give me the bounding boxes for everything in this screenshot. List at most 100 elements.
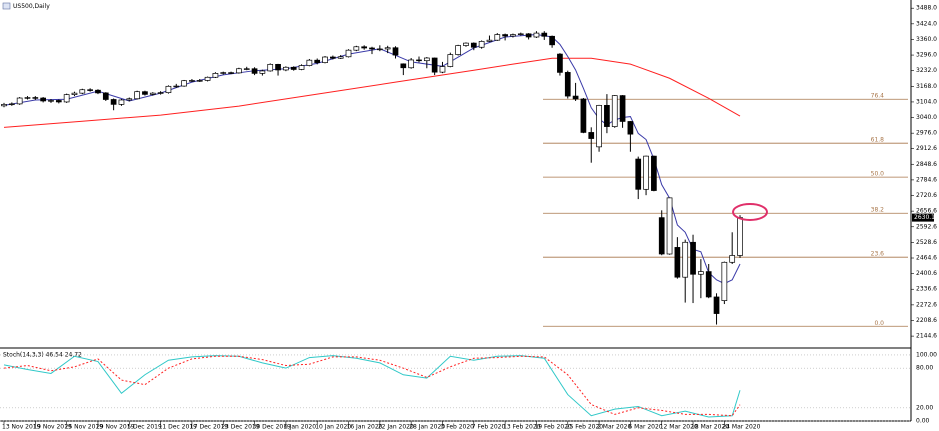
candle-body	[337, 56, 344, 59]
candle-body	[596, 104, 602, 148]
chart-title: US500,Daily	[13, 3, 50, 10]
y-tick-label: 2272.6	[916, 301, 937, 308]
x-tick-label: 13 Nov 2019	[2, 424, 41, 431]
candle-body	[110, 99, 117, 105]
candle-body	[682, 241, 689, 278]
candle-body	[165, 85, 172, 94]
candle-body	[228, 72, 234, 74]
y-tick-label: 2144.6	[916, 333, 937, 340]
candle-body	[212, 73, 219, 78]
candle-body	[196, 80, 203, 82]
stoch-tick-label: 80.00	[916, 365, 933, 372]
candle-body	[267, 63, 274, 72]
candle-body	[353, 46, 360, 51]
x-tick-label: 6 Mar 2020	[628, 424, 662, 431]
candle-body	[486, 39, 493, 42]
candle-body	[8, 103, 15, 106]
x-tick-label: 24 Mar 2020	[722, 424, 760, 431]
candle-body	[635, 158, 642, 190]
last-price-label: 2630.1	[914, 214, 935, 221]
candle-body	[290, 66, 297, 70]
candle-body	[79, 89, 86, 94]
candle-body	[737, 217, 743, 256]
candle-body	[470, 42, 477, 48]
y-tick-label: 3296.0	[916, 52, 937, 59]
candle-body	[416, 59, 422, 62]
candle-body	[306, 59, 313, 66]
candle-body	[447, 54, 454, 67]
candle-body	[439, 66, 446, 73]
candle-body	[283, 66, 289, 71]
candle-body	[95, 89, 101, 94]
x-tick-label: 22 Jan 2020	[378, 424, 414, 431]
stoch-tick-label: 100.00	[916, 351, 937, 358]
candle-body	[572, 95, 579, 100]
candle-body	[658, 217, 665, 255]
candle-body	[87, 89, 93, 91]
candle-body	[627, 121, 634, 135]
y-tick-label: 2528.6	[916, 239, 937, 246]
candle-body	[102, 92, 109, 100]
x-tick-label: 18 Mar 2020	[691, 424, 729, 431]
candle-body	[674, 247, 681, 278]
candle-body	[588, 132, 595, 139]
stochastic-line	[3, 355, 741, 417]
y-tick-label: 3360.0	[916, 36, 937, 43]
candle-body	[478, 41, 485, 48]
y-tick-label: 2336.6	[916, 286, 937, 293]
x-tick-label: 13 Feb 2020	[503, 424, 541, 431]
x-tick-label: 6 Jan 2020	[284, 424, 316, 431]
symbol-icon	[2, 2, 11, 10]
candle-body	[431, 57, 438, 73]
candle-body	[666, 197, 673, 255]
x-tick-label: 3 Feb 2020	[440, 424, 474, 431]
candle-body	[698, 271, 704, 275]
candle-body	[298, 65, 305, 70]
y-tick-label: 3488.0	[916, 5, 937, 12]
candle-body	[157, 92, 164, 94]
fib-label: 50.0	[871, 171, 885, 178]
candle-body	[314, 59, 321, 63]
candle-body	[361, 46, 368, 49]
candle-body	[118, 99, 125, 105]
x-tick-label: 7 Feb 2020	[472, 424, 506, 431]
candle-body	[134, 91, 140, 100]
candle-body	[149, 92, 156, 95]
candle-body	[557, 53, 563, 73]
candle-body	[181, 80, 187, 87]
y-tick-label: 2592.6	[916, 223, 937, 230]
y-tick-label: 3040.0	[916, 114, 937, 121]
candle-body	[369, 47, 375, 50]
candle-body	[16, 97, 23, 105]
x-tick-label: 25 Nov 2019	[65, 424, 104, 431]
candle-body	[580, 98, 587, 133]
fib-label: 61.8	[871, 137, 885, 144]
highlight-ellipse	[732, 203, 768, 221]
candle-body	[721, 261, 728, 301]
x-tick-label: 5 Dec 2019	[127, 424, 162, 431]
x-tick-label: 16 Jan 2020	[347, 424, 383, 431]
x-tick-label: 30 Dec 2019	[253, 424, 292, 431]
candle-body	[220, 72, 227, 74]
candle-body	[24, 97, 31, 99]
candle-body	[494, 34, 501, 41]
candle-body	[564, 72, 571, 97]
stoch-tick-label: 20.00	[916, 404, 933, 411]
y-tick-label: 3232.0	[916, 67, 937, 74]
candle-body	[463, 42, 469, 46]
candle-body	[455, 45, 461, 55]
candle-body	[619, 95, 626, 122]
y-tick-label: 2848.6	[916, 161, 937, 168]
candle-body	[611, 95, 618, 127]
candle-body	[236, 68, 242, 74]
candle-body	[189, 80, 195, 82]
candle-body	[376, 48, 383, 51]
x-tick-label: 19 Nov 2019	[33, 424, 72, 431]
candle-body	[604, 104, 610, 127]
x-tick-label: 19 Feb 2020	[534, 424, 572, 431]
candle-body	[690, 241, 696, 275]
y-tick-label: 3168.0	[916, 83, 937, 90]
candle-body	[275, 63, 281, 71]
